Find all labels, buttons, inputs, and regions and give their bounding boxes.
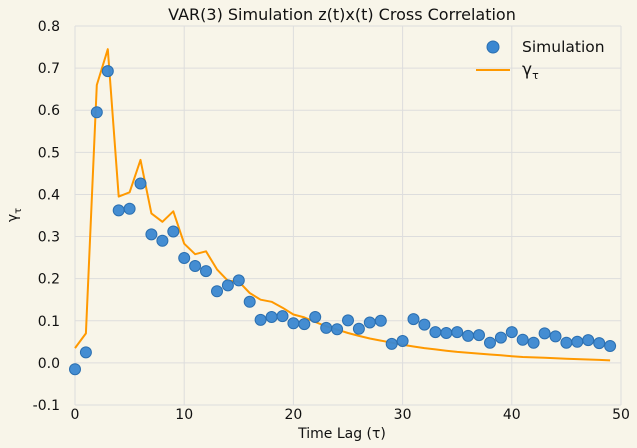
legend-label-gamma-sub: τ (532, 69, 539, 82)
x-tick-label: 10 (175, 407, 193, 423)
simulation-point (221, 279, 234, 292)
y-tick-label: 0.6 (38, 103, 60, 119)
legend-label-gamma: γτ (522, 60, 539, 82)
x-tick-labels: 0 10 20 30 40 50 (71, 407, 630, 423)
simulation-point (527, 336, 540, 349)
y-tick-label: 0.4 (38, 187, 60, 203)
y-axis-title: γτ (5, 208, 24, 222)
simulation-point (462, 329, 475, 342)
simulation-point (156, 234, 169, 247)
simulation-point (90, 106, 103, 119)
simulation-point (69, 363, 81, 376)
simulation-point (407, 313, 420, 326)
simulation-point (571, 335, 584, 348)
y-tick-label: 0.0 (38, 356, 60, 372)
y-tick-label: 0.8 (38, 19, 60, 35)
simulation-point (593, 337, 606, 350)
y-axis-title-sub: τ (13, 208, 24, 214)
simulation-point (167, 225, 180, 238)
y-tick-labels: -0.1 0.0 0.1 0.2 0.3 0.4 0.5 0.6 0.7 0.8 (33, 19, 60, 414)
simulation-point (538, 327, 551, 340)
simulation-point (123, 202, 136, 215)
simulation-point (582, 334, 595, 347)
chart-title: VAR(3) Simulation z(t)x(t) Cross Correla… (168, 5, 516, 24)
simulation-point (363, 316, 376, 329)
simulation-point (79, 346, 92, 359)
simulation-point (451, 326, 464, 339)
simulation-point (320, 321, 333, 334)
x-tick-label: 40 (503, 407, 521, 423)
x-tick-label: 0 (71, 407, 80, 423)
x-axis-title: Time Lag (τ) (297, 426, 386, 442)
simulation-point (484, 336, 496, 349)
series-points-simulation (69, 65, 617, 376)
simulation-point (309, 311, 322, 323)
simulation-point (396, 335, 409, 347)
simulation-point (243, 295, 256, 308)
y-tick-label: 0.1 (38, 314, 60, 330)
y-axis-title-main: γ (5, 214, 21, 222)
simulation-point (276, 310, 289, 323)
simulation-point (298, 318, 311, 331)
simulation-point (516, 333, 529, 346)
simulation-point (101, 65, 114, 78)
legend: Simulation γτ (476, 38, 605, 82)
simulation-point (560, 336, 573, 349)
simulation-point (342, 314, 354, 327)
simulation-point (374, 314, 387, 327)
y-tick-label: 0.7 (38, 61, 60, 77)
simulation-point (352, 322, 365, 335)
simulation-point (145, 228, 158, 241)
x-tick-label: 30 (394, 407, 412, 423)
x-tick-label: 20 (284, 407, 302, 423)
simulation-point (178, 252, 191, 264)
simulation-point (287, 317, 300, 330)
y-tick-label: 0.3 (38, 230, 60, 246)
legend-marker-simulation (486, 40, 500, 54)
simulation-point (112, 204, 125, 217)
simulation-point (440, 327, 453, 339)
simulation-point (200, 265, 212, 278)
simulation-point (331, 323, 344, 336)
simulation-point (494, 331, 507, 344)
legend-label-simulation: Simulation (522, 38, 605, 56)
simulation-point (429, 326, 442, 339)
x-tick-label: 50 (612, 407, 630, 423)
simulation-point (265, 311, 278, 323)
y-tick-label: 0.2 (38, 272, 60, 288)
simulation-point (473, 329, 485, 342)
simulation-point (505, 326, 518, 339)
simulation-point (189, 260, 202, 272)
simulation-point (385, 337, 398, 350)
simulation-point (604, 340, 617, 352)
simulation-point (418, 318, 431, 331)
simulation-point (211, 285, 223, 298)
simulation-point (549, 330, 562, 343)
y-tick-label: -0.1 (33, 398, 60, 414)
y-tick-label: 0.5 (38, 145, 60, 161)
simulation-point (232, 274, 245, 287)
simulation-point (134, 177, 147, 190)
simulation-point (254, 313, 267, 326)
legend-label-gamma-main: γ (522, 60, 532, 80)
